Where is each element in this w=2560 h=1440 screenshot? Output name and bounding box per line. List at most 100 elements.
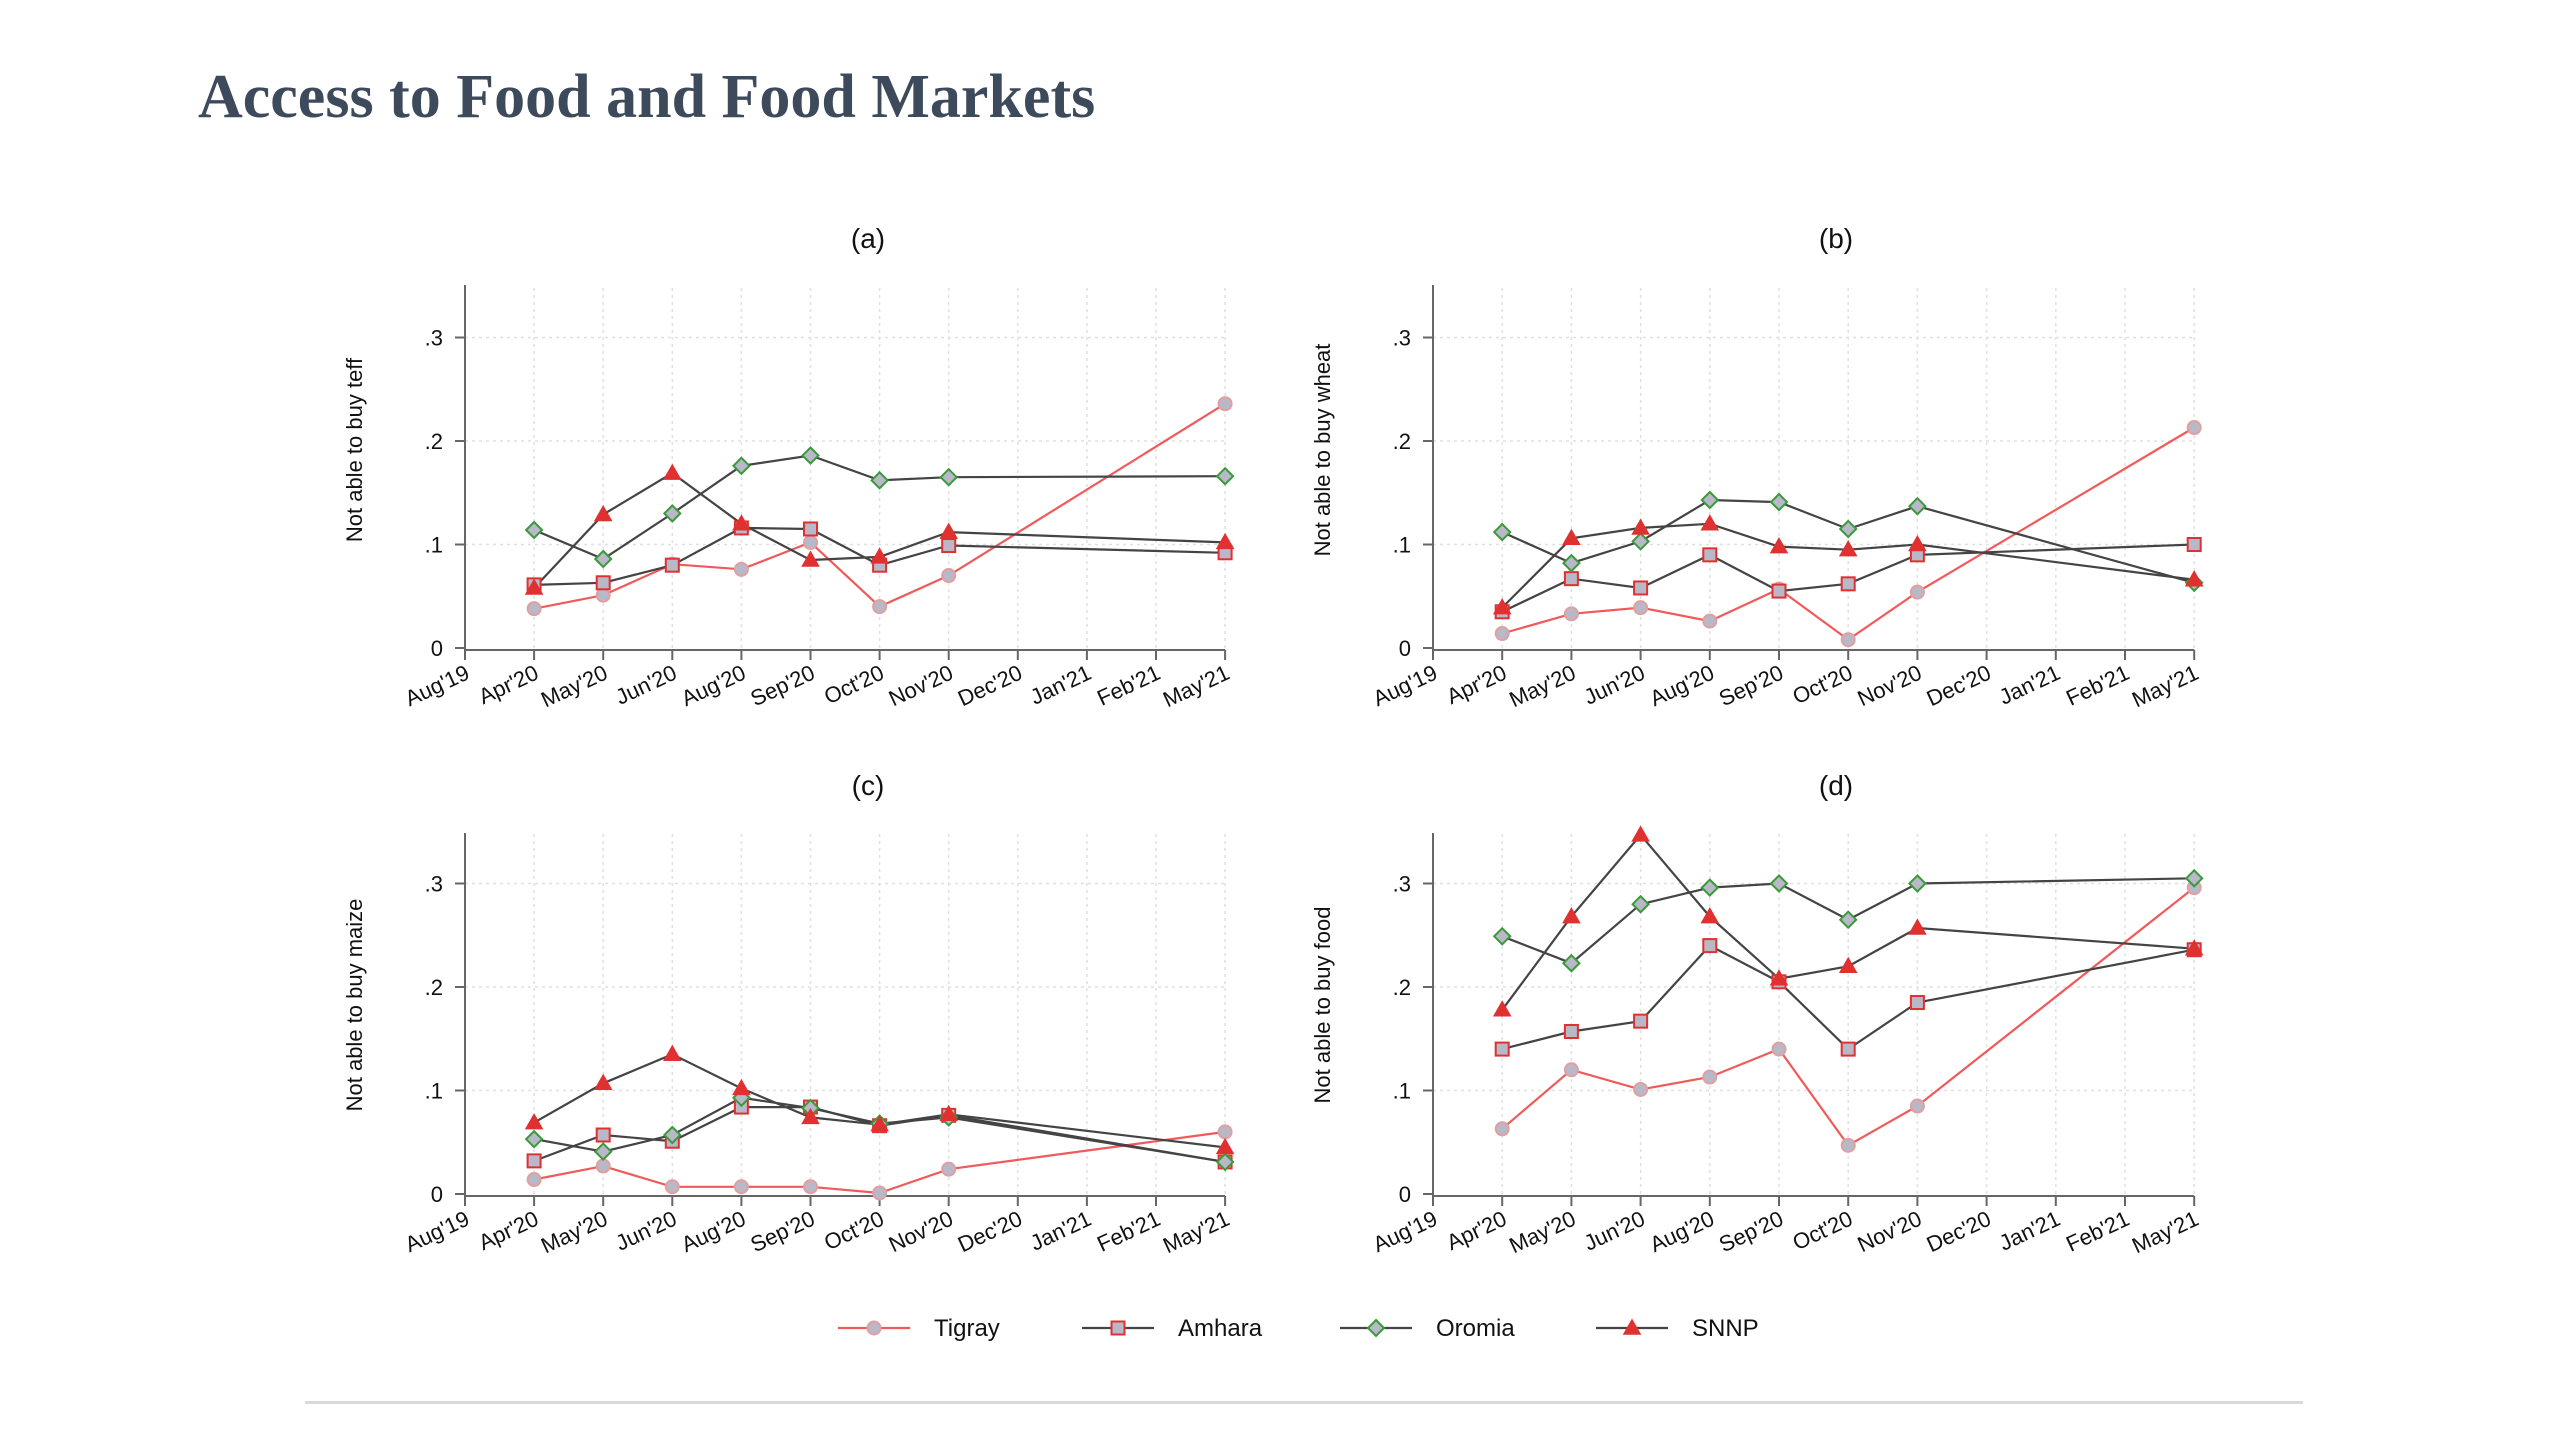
x-tick-label: Jun'20 (612, 660, 681, 710)
data-point-snnp (1631, 518, 1650, 535)
x-tick-label: Aug'20 (677, 660, 749, 711)
data-point-oromia (1561, 553, 1581, 573)
y-axis-label: Not able to buy wheat (1310, 344, 1335, 557)
panel-title: (c) (852, 770, 885, 801)
x-tick-label: Jan'21 (1995, 660, 2064, 710)
y-tick-label: 0 (431, 1182, 443, 1207)
data-point-snnp (1492, 598, 1512, 615)
x-tick-label: Sep'20 (1715, 1206, 1787, 1257)
y-tick-label: .2 (425, 429, 443, 454)
x-tick-label: Nov'20 (1854, 1206, 1926, 1257)
x-tick-label: Aug'20 (1646, 1206, 1718, 1257)
data-point-snnp (1215, 532, 1235, 550)
x-tick-label: Dec'20 (954, 1206, 1026, 1257)
data-point-tigray (733, 1179, 749, 1195)
series-line-snnp (533, 471, 1226, 589)
data-point-tigray (1771, 1041, 1787, 1057)
data-point-oromia (1907, 874, 1927, 893)
data-point-snnp (1838, 540, 1858, 557)
x-tick-label: Sep'20 (747, 1206, 819, 1257)
series-line-tigray (1501, 426, 2195, 642)
data-point-snnp (939, 522, 958, 539)
data-point-snnp (524, 578, 544, 595)
data-point-snnp (1908, 918, 1927, 935)
legend: Tigray Amhara Oromia SNNP (838, 1315, 1759, 1342)
x-tick-label: May'20 (1505, 1206, 1579, 1258)
x-tick-label: May'21 (1159, 1206, 1233, 1258)
data-point-oromia (1700, 490, 1720, 510)
x-tick-label: May'21 (2128, 660, 2202, 712)
x-tick-label: Aug'19 (1369, 1206, 1441, 1257)
panel-title: (a) (851, 223, 885, 254)
x-tick-label: Dec'20 (954, 660, 1026, 711)
x-tick-label: Aug'19 (401, 1206, 473, 1257)
data-point-snnp (1838, 956, 1858, 974)
y-tick-label: .1 (425, 1079, 443, 1104)
data-point-snnp (1908, 534, 1927, 552)
data-point-oromia (2184, 868, 2204, 888)
bottom-divider (305, 1401, 2303, 1404)
x-tick-label: Jan'21 (1995, 1206, 2064, 1256)
data-point-tigray (1909, 1098, 1925, 1114)
data-point-tigray (526, 1172, 542, 1188)
x-tick-label: Apr'20 (1443, 660, 1511, 709)
data-point-oromia (870, 470, 890, 490)
data-point-oromia (1492, 926, 1512, 946)
x-tick-label: Oct'20 (820, 1206, 888, 1255)
data-point-amhara (1702, 547, 1718, 563)
data-point-oromia (731, 456, 751, 476)
data-point-amhara (1633, 580, 1649, 596)
data-point-oromia (1769, 874, 1789, 893)
data-point-snnp (593, 504, 613, 522)
x-tick-label: Aug'20 (1646, 660, 1718, 711)
data-point-oromia (1631, 894, 1651, 914)
panel-title: (b) (1819, 223, 1853, 254)
y-tick-label: 0 (431, 636, 443, 661)
y-tick-label: .3 (1393, 872, 1411, 897)
x-tick-label: Nov'20 (885, 660, 957, 711)
x-tick-label: May'20 (537, 1206, 611, 1258)
data-point-snnp (663, 1044, 682, 1062)
series-line-snnp (1501, 833, 2195, 1011)
data-point-snnp (1562, 907, 1581, 924)
data-point-tigray (733, 561, 749, 577)
y-tick-label: .3 (425, 872, 443, 897)
x-tick-label: Jan'21 (1026, 660, 1095, 710)
data-point-oromia (1492, 522, 1512, 542)
data-point-oromia (1561, 953, 1581, 973)
data-point-oromia (1215, 1152, 1235, 1172)
x-tick-label: May'20 (537, 660, 611, 712)
x-tick-label: Oct'20 (820, 660, 888, 709)
y-tick-label: 0 (1399, 1182, 1411, 1207)
data-point-amhara (941, 538, 957, 554)
data-point-oromia (593, 549, 613, 569)
data-point-tigray (1217, 396, 1233, 412)
data-point-oromia (1838, 910, 1858, 930)
data-point-snnp (801, 1107, 820, 1125)
data-point-tigray (803, 1179, 818, 1195)
series-line-tigray (533, 402, 1226, 610)
data-point-amhara (1563, 1024, 1579, 1040)
x-tick-label: Feb'21 (1093, 660, 1164, 711)
x-tick-label: Dec'20 (1923, 660, 1995, 711)
legend-label: SNNP (1692, 1315, 1759, 1342)
data-point-amhara (1840, 576, 1856, 592)
data-point-oromia (1631, 531, 1651, 551)
data-point-tigray (1702, 1069, 1718, 1085)
y-axis-label: Not able to buy food (1310, 907, 1335, 1104)
data-point-oromia (1907, 496, 1927, 516)
data-point-snnp (593, 1073, 613, 1091)
data-point-oromia (939, 467, 959, 487)
x-tick-label: Sep'20 (747, 660, 819, 711)
data-point-amhara (2186, 537, 2202, 552)
data-point-tigray (941, 568, 957, 584)
x-tick-label: Jun'20 (1580, 660, 1649, 710)
data-point-amhara (595, 1127, 611, 1143)
data-point-tigray (803, 534, 818, 550)
page-title: Access to Food and Food Markets (198, 63, 1096, 131)
x-tick-label: Nov'20 (1854, 660, 1926, 711)
